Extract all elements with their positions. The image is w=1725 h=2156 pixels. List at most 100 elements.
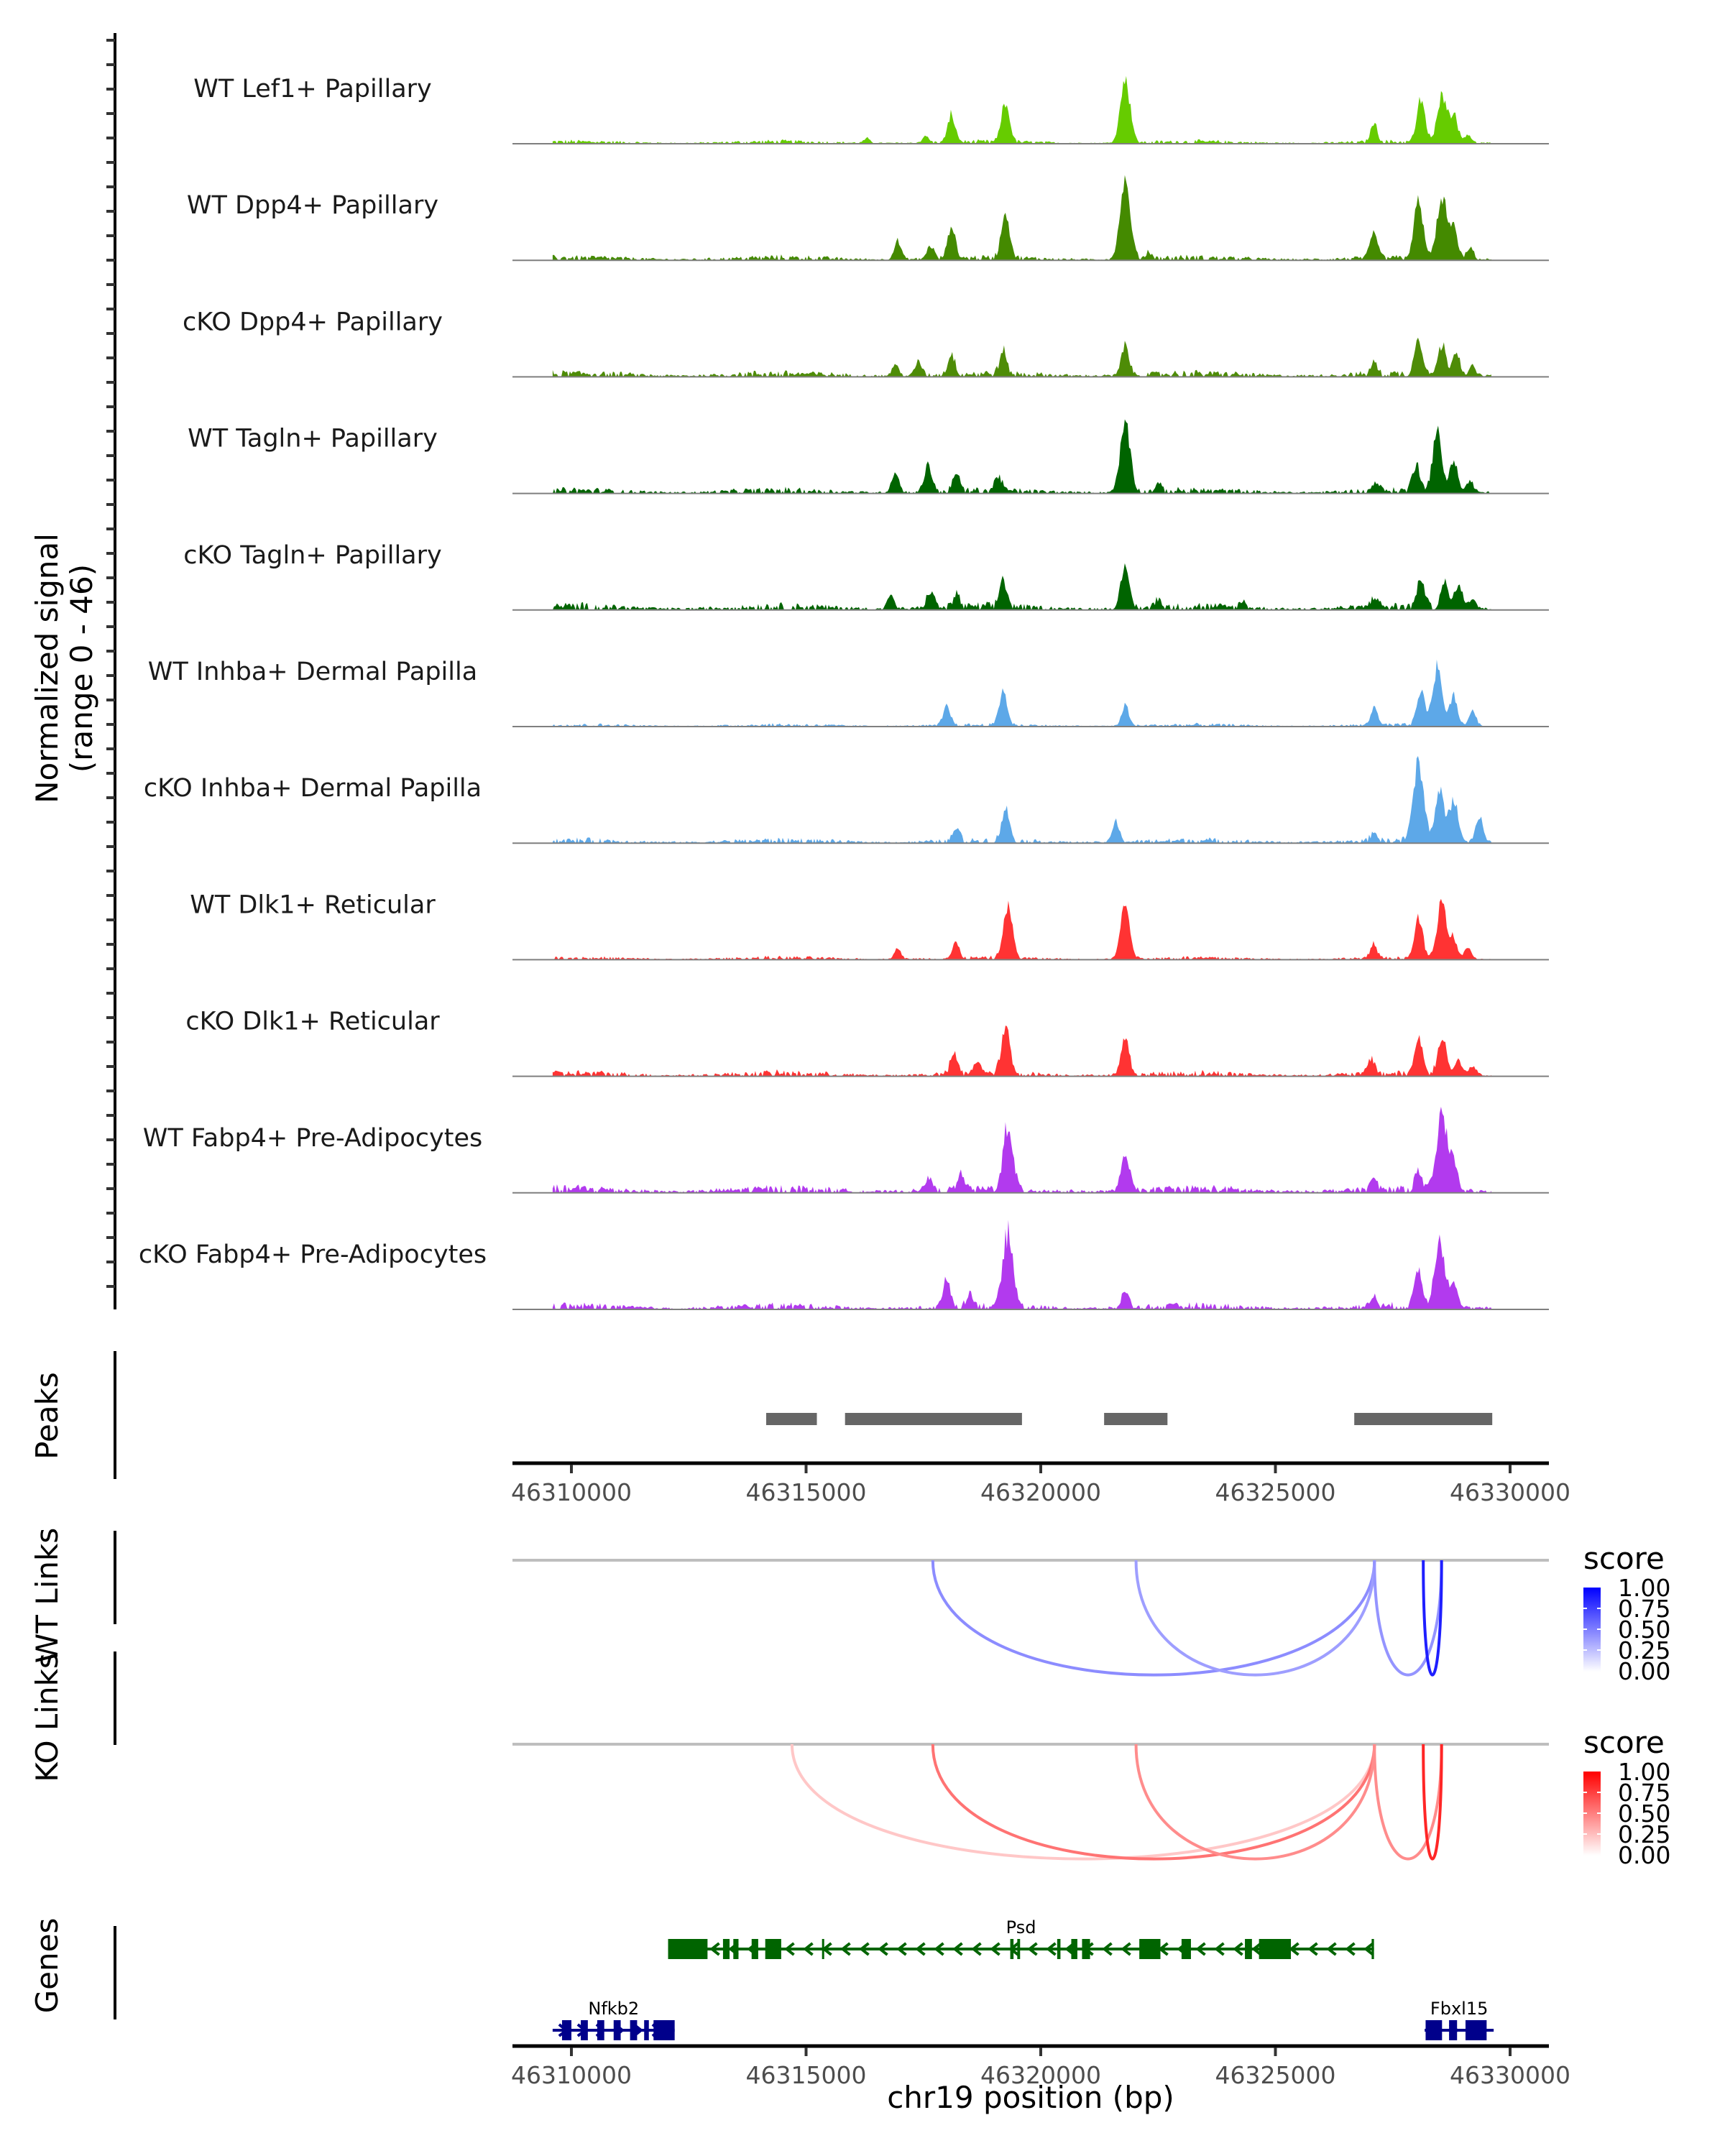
gene-exon <box>722 1939 730 1959</box>
gene-name: Fbxl15 <box>1430 1999 1488 2019</box>
link-arc <box>790 1743 1376 1861</box>
peaks-bars <box>765 1413 1493 1425</box>
gene-exon <box>597 2020 604 2040</box>
strand-arrow <box>934 1942 944 1956</box>
strand-arrow <box>1307 1942 1318 1956</box>
legend-tick-label: 0.75 <box>1618 1595 1670 1623</box>
coverage-area <box>552 563 1491 610</box>
gene-models: Psd Nfkb2 Fbxl15 <box>552 1917 1494 2040</box>
coverage-y-ticks <box>106 39 115 1288</box>
wt-links-panel: WT Links score 1.000.750.500.250.00 <box>29 1528 1670 1685</box>
link-arc <box>931 1560 1376 1677</box>
gene-exon <box>644 2020 649 2040</box>
track-label: WT Fabp4+ Pre-Adipocytes <box>143 1124 482 1153</box>
track-label: WT Lef1+ Papillary <box>193 75 432 103</box>
coverage-area <box>552 1026 1491 1077</box>
link-arc <box>1422 1743 1443 1861</box>
strand-arrow <box>1214 1942 1225 1956</box>
gene-exon <box>765 1939 781 1959</box>
strand-arrow <box>1027 1942 1038 1956</box>
wt-legend: score 1.000.750.500.250.00 <box>1583 1541 1670 1685</box>
coverage-track: WT Lef1+ Papillary <box>193 75 1549 144</box>
gene-name: Nfkb2 <box>588 1999 639 2019</box>
peak-region <box>1104 1413 1168 1425</box>
track-label: WT Inhba+ Dermal Papilla <box>148 658 477 686</box>
x-tick-label: 46310000 <box>511 2061 632 2089</box>
legend-tick-label: 0.25 <box>1618 1636 1670 1664</box>
coverage-track: WT Inhba+ Dermal Papilla <box>148 658 1549 727</box>
coverage-track: WT Fabp4+ Pre-Adipocytes <box>143 1107 1549 1194</box>
gene-exon <box>1465 2020 1487 2040</box>
strand-arrow <box>1046 1942 1057 1956</box>
coverage-area <box>552 337 1491 377</box>
track-label: cKO Fabp4+ Pre-Adipocytes <box>139 1240 487 1269</box>
track-label: cKO Tagln+ Papillary <box>183 541 442 570</box>
strand-arrow <box>1233 1942 1243 1956</box>
coverage-area <box>552 175 1491 261</box>
peaks-label: Peaks <box>29 1372 65 1460</box>
coverage-ylabel-line1: Normalized signal <box>29 533 65 803</box>
track-label: WT Dpp4+ Papillary <box>187 191 438 220</box>
legend-tick-label: 0.00 <box>1618 1841 1670 1869</box>
strand-arrow <box>1102 1942 1113 1956</box>
link-arc <box>1134 1560 1376 1677</box>
peak-region <box>765 1413 817 1425</box>
x-tick-label: 46315000 <box>746 1478 867 1506</box>
ko-legend: score 1.000.750.500.250.00 <box>1583 1725 1670 1869</box>
peaks-x-ticks: 46310000 46315000 46320000 46325000 46330000 <box>511 1465 1570 1506</box>
strand-arrow <box>878 1942 888 1956</box>
coverage-track: WT Tagln+ Papillary <box>188 419 1549 494</box>
gene-exon <box>1139 1939 1161 1959</box>
coverage-track: WT Dlk1+ Reticular <box>190 890 1549 961</box>
strand-arrow <box>1363 1942 1374 1956</box>
track-label: WT Tagln+ Papillary <box>188 425 438 453</box>
coverage-track: WT Dpp4+ Papillary <box>187 175 1549 262</box>
coverage-area <box>552 419 1491 494</box>
strand-arrow <box>990 1942 1000 1956</box>
coverage-area <box>552 898 1491 960</box>
link-arc <box>1134 1743 1376 1861</box>
genes-label: Genes <box>29 1918 65 2014</box>
peaks-panel: Peaks 46310000 46315000 46320000 46325000 46… <box>29 1351 1570 1506</box>
ko-links-label: KO Links <box>29 1653 65 1782</box>
strand-arrow <box>915 1942 926 1956</box>
gene-exon <box>822 1939 824 1959</box>
wt-links-label: WT Links <box>29 1528 65 1663</box>
x-tick-label: 46320000 <box>980 2061 1101 2089</box>
gene-exon <box>1245 1939 1252 1959</box>
coverage-track: cKO Dlk1+ Reticular <box>185 1008 1549 1077</box>
track-label: WT Dlk1+ Reticular <box>190 890 436 919</box>
coverage-ylabel-line2: (range 0 - 46) <box>64 564 99 773</box>
x-tick-label: 46310000 <box>511 1478 632 1506</box>
x-tick-label: 46330000 <box>1450 2061 1570 2089</box>
track-label: cKO Dlk1+ Reticular <box>185 1008 440 1036</box>
gene-fbxl15: Fbxl15 <box>1425 1999 1494 2040</box>
strand-arrow <box>952 1942 963 1956</box>
coverage-track: cKO Tagln+ Papillary <box>183 541 1549 611</box>
link-arc <box>1373 1560 1443 1677</box>
x-tick-label: 46320000 <box>980 1478 1101 1506</box>
ko-link-arcs <box>790 1743 1443 1861</box>
gene-psd: Psd <box>668 1917 1374 1959</box>
gene-exon <box>1082 1939 1090 1959</box>
coverage-area <box>552 75 1491 144</box>
gene-exon <box>630 2020 638 2040</box>
strand-arrow <box>840 1942 851 1956</box>
strand-arrow <box>784 1942 795 1956</box>
gene-exon <box>581 2020 588 2040</box>
legend-tick-label: 0.50 <box>1618 1616 1670 1644</box>
gene-exon <box>613 2020 621 2040</box>
legend-tick-label: 1.00 <box>1618 1758 1670 1786</box>
x-tick-label: 46325000 <box>1215 2061 1336 2089</box>
strand-arrow <box>1251 1942 1262 1956</box>
gene-exon <box>1057 1939 1061 1959</box>
gene-exon <box>668 1939 708 1959</box>
gene-exon <box>1017 1939 1021 1959</box>
strand-arrow <box>1195 1942 1206 1956</box>
peak-region <box>845 1413 1022 1425</box>
x-tick-label: 46330000 <box>1450 1478 1570 1506</box>
peak-region <box>1354 1413 1493 1425</box>
legend-tick-label: 0.50 <box>1618 1800 1670 1828</box>
